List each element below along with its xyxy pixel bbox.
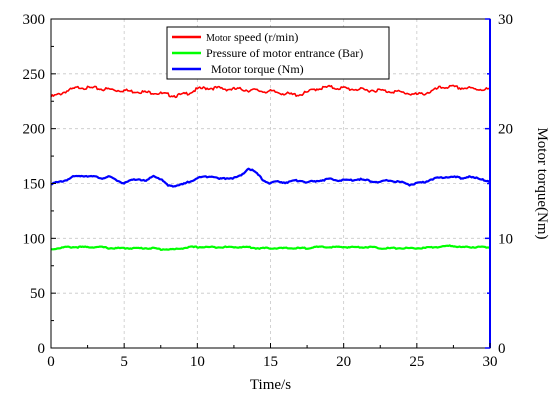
y-tick-label: 300 bbox=[23, 12, 46, 28]
y-tick-label: 50 bbox=[30, 286, 45, 302]
series-layer bbox=[50, 84, 491, 251]
legend: Motor speed (r/min) Pressure of motor ent… bbox=[166, 26, 390, 80]
legend-label-main-2: Motor torque (Nm) bbox=[211, 62, 304, 76]
legend-label-1: Pressure of motor entrance (Bar) bbox=[206, 46, 363, 60]
series-line-1 bbox=[50, 244, 491, 251]
legend-label-small-0: Motor bbox=[206, 33, 232, 44]
y-tick-label: 0 bbox=[38, 341, 46, 357]
x-tick-label: 15 bbox=[263, 354, 278, 370]
y2-tick-label: 20 bbox=[498, 122, 513, 138]
legend-label-0: Motor speed (r/min) bbox=[206, 30, 298, 44]
legend-box bbox=[166, 26, 390, 80]
y2-tick-label: 10 bbox=[498, 231, 513, 247]
y2-tick-label: 0 bbox=[498, 341, 506, 357]
y-tick-label: 250 bbox=[23, 67, 46, 83]
x-axis-title: Time/s bbox=[250, 377, 291, 393]
series-line-0 bbox=[50, 84, 491, 99]
series-line-2 bbox=[50, 167, 491, 188]
x-tick-label: 25 bbox=[409, 354, 424, 370]
x-tick-label: 0 bbox=[47, 354, 55, 370]
x-tick-label: 5 bbox=[120, 354, 128, 370]
x-tick-label: 20 bbox=[336, 354, 351, 370]
y2-axis-title: Motor torque(Nm) bbox=[534, 127, 550, 239]
y-tick-label: 150 bbox=[23, 177, 46, 193]
y2-tick-label: 30 bbox=[498, 12, 513, 28]
y-tick-label: 200 bbox=[23, 122, 46, 138]
legend-label-main-0: speed (r/min) bbox=[231, 30, 298, 44]
x-tick-label: 10 bbox=[190, 354, 205, 370]
x-tick-label: 30 bbox=[483, 354, 498, 370]
legend-label-main-1: Pressure of motor entrance (Bar) bbox=[206, 46, 363, 60]
legend-label-2: Motor torque (Nm) bbox=[211, 62, 304, 76]
y-tick-label: 100 bbox=[23, 231, 46, 247]
